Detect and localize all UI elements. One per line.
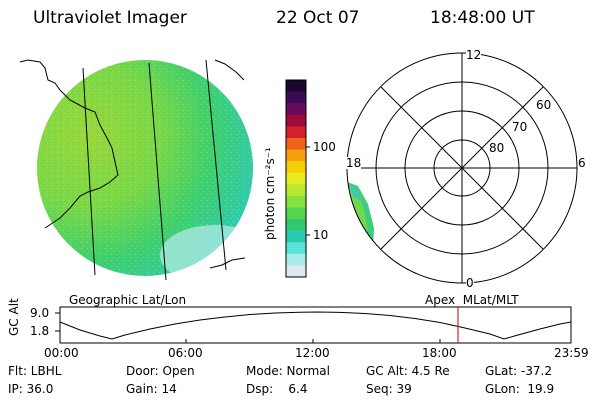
- altitude-xtick-0000: 00:00: [44, 346, 79, 360]
- coastline: [19, 59, 119, 229]
- uv-image: [37, 60, 253, 276]
- colorbar-band: [286, 149, 306, 162]
- filter-info: Flt: LBHL: [8, 364, 62, 378]
- colorbar-band: [286, 219, 306, 232]
- glon-info: GLon: 19.9: [485, 382, 555, 396]
- polar-diagonal-2: [380, 86, 544, 250]
- ip-info: IP: 36.0: [8, 382, 54, 396]
- gc-alt-info: GC Alt: 4.5 Re: [366, 364, 450, 378]
- colorbar-band: [286, 80, 306, 93]
- altitude-ytick-9: 9.0: [30, 306, 50, 320]
- mode-info: Mode: Normal: [246, 364, 330, 378]
- instrument-title: Ultraviolet Imager: [33, 8, 187, 28]
- colorbar-band: [286, 172, 306, 185]
- altitude-curve: [59, 311, 572, 340]
- colorbar-tick-100: 100: [313, 140, 336, 154]
- colorbar-band: [286, 265, 306, 278]
- coastline-south: [209, 257, 246, 269]
- altitude-axis-label: GC Alt: [7, 298, 21, 336]
- colorbar-band: [286, 137, 306, 151]
- colorbar-band: [286, 103, 306, 116]
- date-label: 22 Oct 07: [276, 8, 360, 28]
- colorbar-band: [286, 242, 306, 255]
- door-info: Door: Open: [126, 364, 195, 378]
- altitude-xtick-2359: 23:59: [554, 346, 589, 360]
- coastline-east: [214, 59, 245, 81]
- time-label: 18:48:00 UT: [430, 8, 535, 28]
- colorbar-band: [286, 184, 306, 197]
- colorbar-band: [286, 253, 306, 266]
- altitude-xtick-0600: 06:00: [168, 346, 203, 360]
- longitude-lines: [82, 59, 227, 281]
- colorbar-band: [286, 195, 306, 208]
- polar-ring-label-80: 80: [489, 141, 505, 155]
- colorbar-band: [286, 161, 306, 174]
- colorbar-band: [286, 91, 306, 104]
- polar-label-6: 6: [578, 156, 586, 170]
- colorbar-tick-10: 10: [313, 228, 329, 242]
- colorbar-band: [286, 230, 306, 243]
- apex-label: Apex MLat/MLT: [425, 293, 519, 307]
- polar-label-0: 0: [466, 276, 474, 290]
- dsp-info: Dsp: 6.4: [246, 382, 308, 396]
- polar-label-12: 12: [466, 48, 482, 62]
- polar-ring-label-60: 60: [536, 98, 552, 112]
- polar-ring-label-70: 70: [512, 120, 528, 134]
- geographic-label: Geographic Lat/Lon: [69, 293, 187, 307]
- altitude-plot-frame: [59, 306, 572, 344]
- colorbar-band: [286, 126, 306, 139]
- altitude-xtick-1800: 18:00: [422, 346, 457, 360]
- altitude-ytick-1-8: 1.8: [30, 324, 50, 338]
- colorbar-band: [286, 207, 306, 220]
- altitude-xtick-1200: 12:00: [295, 346, 330, 360]
- colorbar-band: [286, 114, 306, 127]
- seq-info: Seq: 39: [366, 382, 412, 396]
- glat-info: GLat: -37.2: [485, 364, 552, 378]
- polar-label-18: 18: [346, 156, 362, 170]
- gain-info: Gain: 14: [126, 382, 177, 396]
